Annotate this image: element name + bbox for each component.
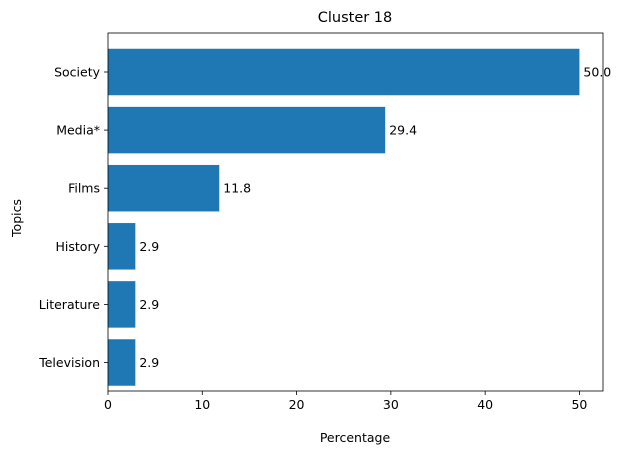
bar-media xyxy=(108,106,386,154)
x-tick-label-0: 0 xyxy=(104,397,112,412)
y-tick-label-society: Society xyxy=(54,65,101,80)
bar-films xyxy=(108,164,220,212)
x-axis-ticks: 0 10 20 30 40 50 xyxy=(104,391,587,412)
x-tick-label-50: 50 xyxy=(571,397,587,412)
y-axis-label: Topics xyxy=(9,199,24,238)
x-axis-label: Percentage xyxy=(320,430,391,445)
bar-television xyxy=(108,339,136,386)
bars-group xyxy=(108,48,580,386)
value-label-society: 50.0 xyxy=(583,65,611,80)
value-labels-group: 50.0 29.4 11.8 2.9 2.9 2.9 xyxy=(139,65,611,371)
bar-history xyxy=(108,223,136,270)
value-label-films: 11.8 xyxy=(223,181,251,196)
bar-literature xyxy=(108,281,136,328)
chart-title: Cluster 18 xyxy=(318,10,393,26)
y-tick-label-films: Films xyxy=(68,181,100,196)
y-axis-ticks: Society Media* Films History Literature Telev… xyxy=(38,65,108,370)
value-label-literature: 2.9 xyxy=(139,297,159,312)
y-tick-label-history: History xyxy=(56,239,101,254)
plot-area-frame xyxy=(107,32,604,392)
y-tick-label-media: Media* xyxy=(56,123,100,138)
bar-society xyxy=(108,48,580,96)
x-tick-label-30: 30 xyxy=(383,397,399,412)
value-label-history: 2.9 xyxy=(139,239,159,254)
value-label-television: 2.9 xyxy=(139,355,159,370)
x-tick-label-10: 10 xyxy=(194,397,210,412)
y-tick-label-literature: Literature xyxy=(39,297,101,312)
value-label-media: 29.4 xyxy=(389,123,417,138)
x-tick-label-40: 40 xyxy=(477,397,493,412)
x-tick-label-20: 20 xyxy=(289,397,305,412)
y-tick-label-television: Television xyxy=(38,355,100,370)
